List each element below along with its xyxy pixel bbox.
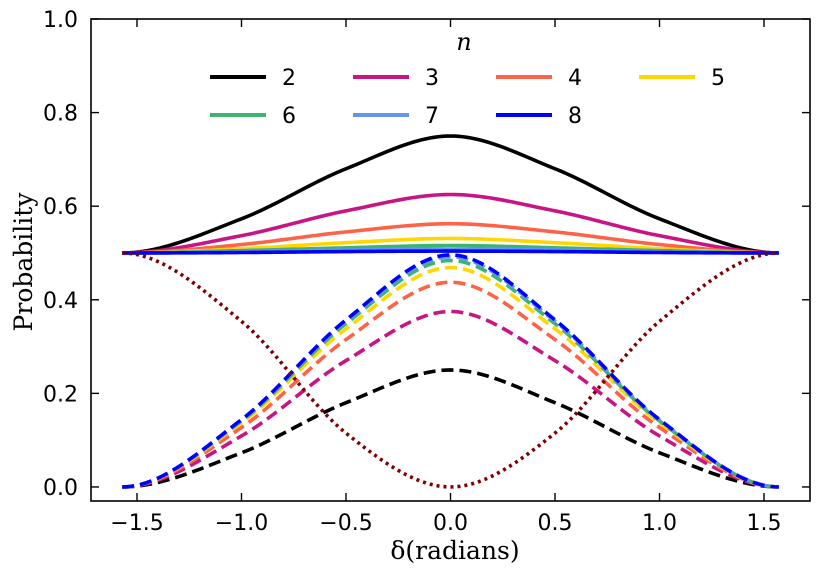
series-line-5-dashed (122, 265, 779, 489)
series-line-3-solid (122, 192, 779, 255)
series-line-8-dashed (122, 253, 779, 489)
legend-label-5: 5 (711, 66, 725, 91)
series-line-4-solid (122, 221, 779, 255)
x-tick-label: 1.5 (747, 511, 782, 536)
y-tick-label: 0.8 (43, 102, 78, 127)
y-tick-label: 0.4 (43, 289, 78, 314)
series-line-4-dashed (122, 280, 779, 489)
legend-label-4: 4 (568, 66, 582, 91)
legend: n 2 3 4 5 6 7 8 (210, 28, 725, 129)
y-tick-label: 0.6 (43, 195, 78, 220)
y-tick-label: 0.0 (43, 476, 78, 501)
series-line-reference-dotted (122, 251, 779, 489)
axis-ticks: −1.5 −1.0 −0.5 0.0 0.5 1.0 1.5 0.0 0.2 0.4 0.6 0.8 1… (43, 8, 810, 536)
x-tick-label: 0.5 (538, 511, 573, 536)
series-line-6-dashed (122, 258, 779, 489)
x-axis-label: δ(radians) (390, 536, 519, 565)
x-tick-label: 1.0 (642, 511, 677, 536)
legend-label-3: 3 (425, 66, 439, 91)
legend-label-6: 6 (282, 104, 296, 129)
y-axis-label: Probability (9, 192, 38, 332)
legend-label-8: 8 (568, 104, 582, 129)
legend-title: n (456, 28, 471, 56)
series-line-3-dashed (122, 309, 779, 489)
y-tick-label: 0.2 (43, 382, 78, 407)
plot-area (122, 134, 779, 489)
series-line-2-solid (122, 134, 779, 255)
x-tick-label: −1.5 (110, 511, 163, 536)
legend-label-7: 7 (425, 104, 439, 129)
series-line-2-dashed (122, 368, 779, 489)
y-tick-label: 1.0 (43, 8, 78, 33)
legend-label-2: 2 (282, 66, 296, 91)
series-line-8-solid (122, 249, 779, 255)
x-tick-label: −1.0 (215, 511, 268, 536)
series-line-7-dashed (122, 254, 779, 489)
x-tick-label: 0.0 (433, 511, 468, 536)
x-tick-label: −0.5 (319, 511, 372, 536)
